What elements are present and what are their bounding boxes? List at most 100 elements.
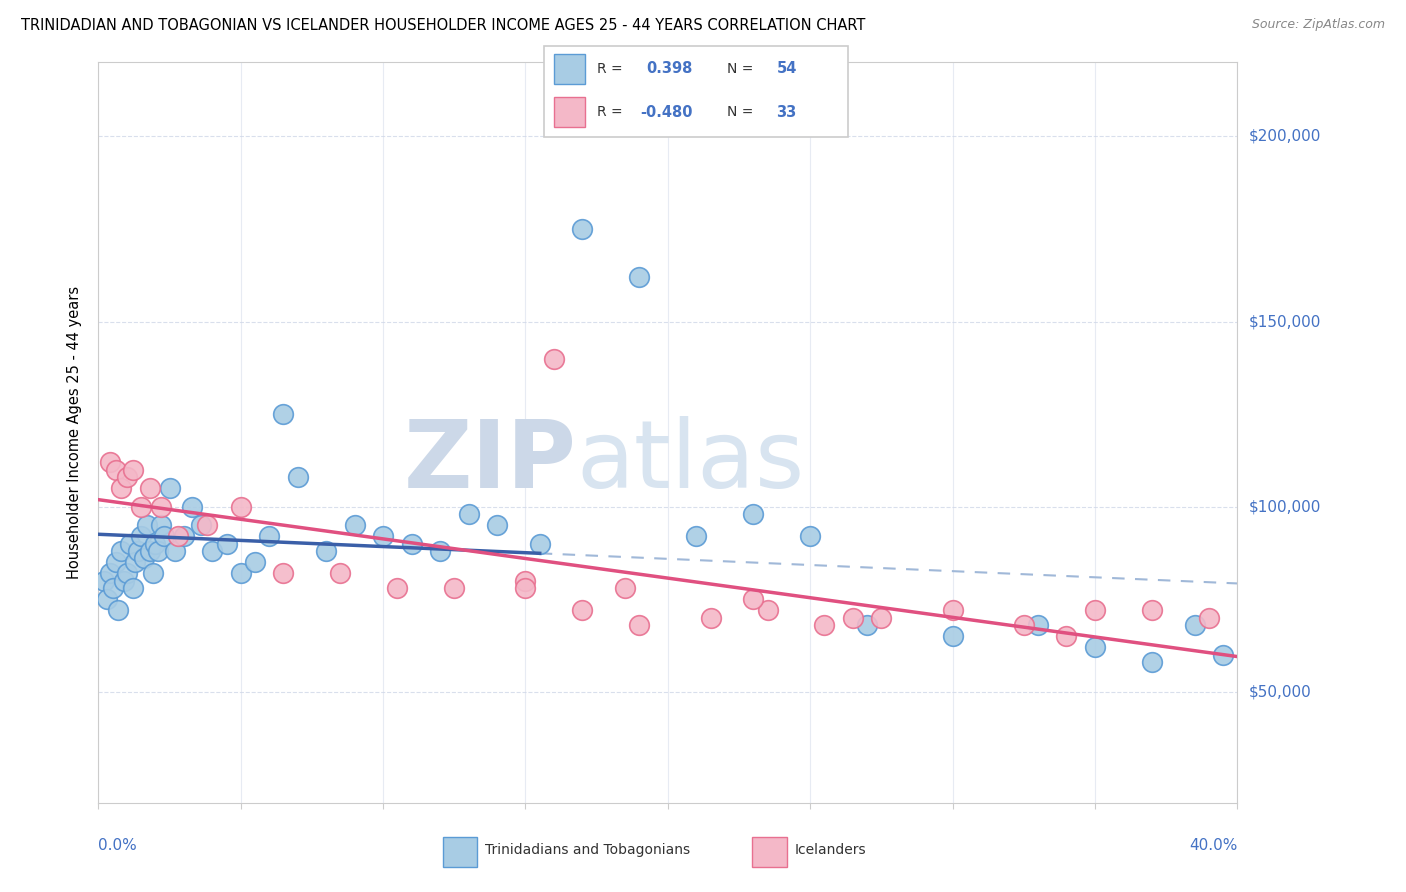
Text: ZIP: ZIP	[404, 417, 576, 508]
Text: N =: N =	[727, 105, 754, 119]
Point	[1012, 618, 1035, 632]
Point	[699, 611, 721, 625]
Point	[571, 222, 593, 236]
Text: 40.0%: 40.0%	[1189, 838, 1237, 853]
Point	[628, 270, 651, 285]
Point	[110, 481, 132, 495]
Point	[842, 611, 865, 625]
Point	[799, 529, 821, 543]
Point	[1140, 603, 1163, 617]
Bar	[443, 838, 477, 867]
Point	[529, 536, 551, 550]
Point	[543, 351, 565, 366]
Text: 0.398: 0.398	[647, 62, 693, 77]
Point	[110, 544, 132, 558]
Point	[329, 566, 352, 581]
Point	[259, 529, 281, 543]
Point	[942, 603, 965, 617]
Text: Icelanders: Icelanders	[794, 843, 866, 856]
Y-axis label: Householder Income Ages 25 - 44 years: Householder Income Ages 25 - 44 years	[67, 286, 83, 579]
Point	[104, 555, 127, 569]
Point	[173, 529, 195, 543]
Point	[856, 618, 879, 632]
Bar	[554, 97, 585, 127]
Point	[138, 481, 160, 495]
Text: 33: 33	[776, 104, 797, 120]
Point	[614, 581, 637, 595]
Point	[98, 455, 121, 469]
Text: $200,000: $200,000	[1249, 129, 1320, 144]
Point	[181, 500, 204, 514]
Text: Source: ZipAtlas.com: Source: ZipAtlas.com	[1251, 18, 1385, 31]
Point	[121, 462, 143, 476]
Point	[1056, 629, 1078, 643]
Text: R =: R =	[598, 105, 623, 119]
Point	[118, 536, 141, 550]
Text: 0.0%: 0.0%	[98, 838, 138, 853]
Point	[287, 470, 309, 484]
Point	[104, 462, 127, 476]
Point	[215, 536, 238, 550]
Point	[124, 555, 146, 569]
Text: TRINIDADIAN AND TOBAGONIAN VS ICELANDER HOUSEHOLDER INCOME AGES 25 - 44 YEARS CO: TRINIDADIAN AND TOBAGONIAN VS ICELANDER …	[21, 18, 866, 33]
Point	[515, 574, 537, 588]
Point	[195, 518, 218, 533]
Point	[685, 529, 707, 543]
Point	[443, 581, 465, 595]
Point	[121, 581, 143, 595]
Point	[138, 544, 160, 558]
Point	[107, 603, 129, 617]
Point	[201, 544, 224, 558]
Point	[942, 629, 965, 643]
Point	[742, 507, 765, 521]
Bar	[752, 838, 786, 867]
Point	[742, 592, 765, 607]
Point	[243, 555, 266, 569]
Point	[315, 544, 337, 558]
Point	[401, 536, 423, 550]
Point	[1084, 640, 1107, 655]
Point	[1184, 618, 1206, 632]
Point	[150, 500, 173, 514]
Point	[1026, 618, 1049, 632]
Point	[756, 603, 779, 617]
Point	[343, 518, 366, 533]
Text: $50,000: $50,000	[1249, 684, 1312, 699]
Point	[153, 529, 176, 543]
Point	[1140, 655, 1163, 669]
Point	[165, 544, 187, 558]
Point	[96, 592, 118, 607]
Point	[457, 507, 479, 521]
Point	[1212, 648, 1234, 662]
Point	[429, 544, 451, 558]
Point	[132, 551, 155, 566]
Point	[515, 581, 537, 595]
Point	[159, 481, 181, 495]
Point	[112, 574, 135, 588]
Point	[273, 407, 295, 421]
Point	[167, 529, 190, 543]
Point	[129, 529, 152, 543]
Point	[229, 566, 252, 581]
Bar	[554, 54, 585, 84]
Point	[373, 529, 395, 543]
Point	[150, 518, 173, 533]
Text: N =: N =	[727, 62, 754, 76]
Point	[229, 500, 252, 514]
Point	[628, 618, 651, 632]
Point	[115, 470, 138, 484]
Point	[93, 574, 115, 588]
Point	[813, 618, 835, 632]
Point	[148, 544, 170, 558]
Point	[145, 536, 167, 550]
Text: Trinidadians and Tobagonians: Trinidadians and Tobagonians	[485, 843, 690, 856]
Text: 54: 54	[776, 62, 797, 77]
FancyBboxPatch shape	[544, 45, 848, 137]
Point	[129, 500, 152, 514]
Point	[571, 603, 593, 617]
Point	[141, 566, 163, 581]
Point	[98, 566, 121, 581]
Text: -0.480: -0.480	[640, 104, 693, 120]
Text: $150,000: $150,000	[1249, 314, 1320, 329]
Point	[190, 518, 212, 533]
